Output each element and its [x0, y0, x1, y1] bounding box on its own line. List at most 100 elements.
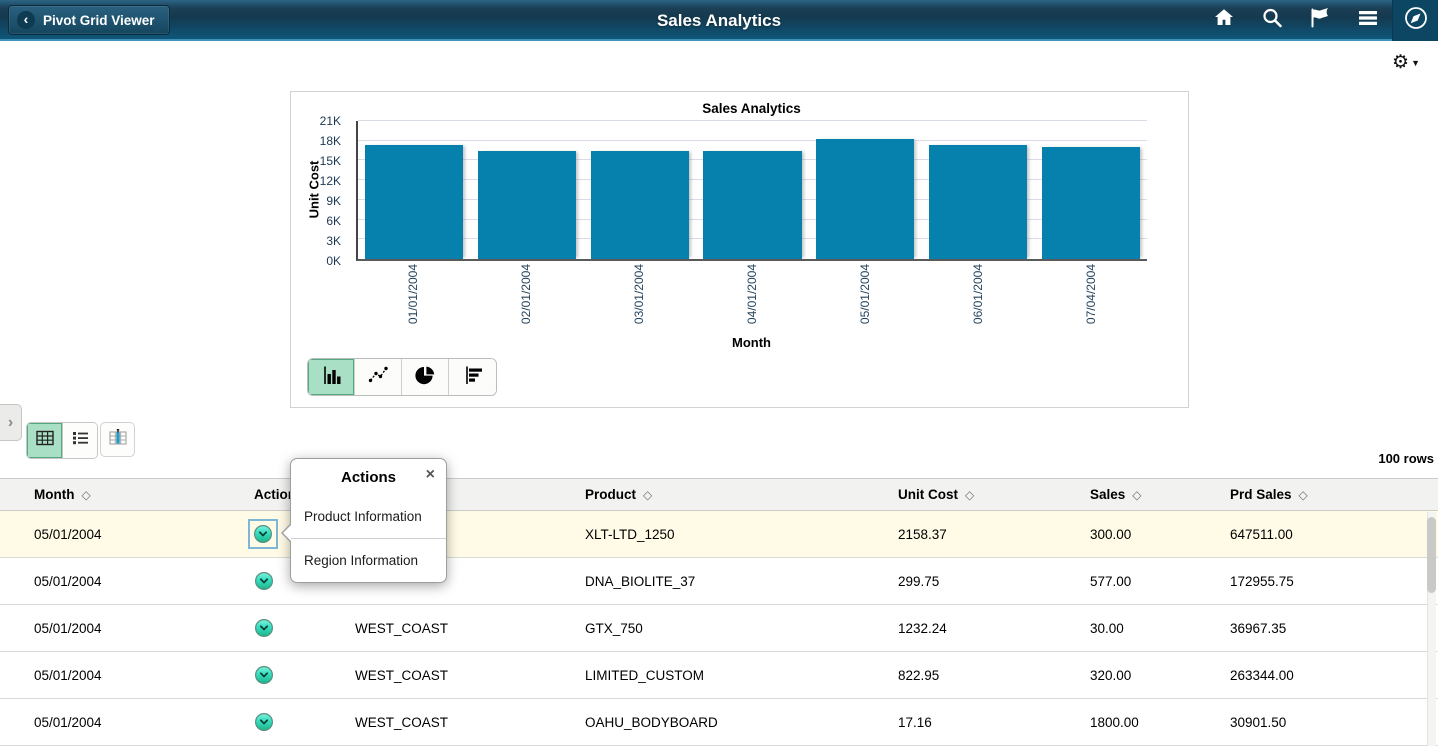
y-tick-label: 3K	[326, 234, 341, 249]
column-header-unit-cost[interactable]: Unit Cost ◇	[898, 487, 1090, 502]
row-actions-button[interactable]	[254, 712, 274, 732]
column-header-month[interactable]: Month ◇	[0, 487, 240, 502]
y-tick-label: 6K	[326, 214, 341, 229]
row-actions-button[interactable]	[253, 524, 273, 544]
x-tick-slot: 07/04/2004	[1034, 264, 1147, 336]
column-header-label: Month	[34, 487, 75, 502]
table-row: 05/01/2004 WEST_COAST LIMITED_CUSTOM 822.95…	[0, 652, 1438, 699]
x-tick-label: 03/01/2004	[631, 264, 646, 325]
sort-icon[interactable]: ◇	[81, 487, 91, 502]
actions-button-focus-ring	[248, 519, 278, 549]
menu-button[interactable]	[1344, 0, 1392, 41]
rows-count-label: 100 rows	[1378, 451, 1434, 466]
flag-icon	[1308, 6, 1332, 35]
product-cell: GTX_750	[585, 620, 643, 636]
navbar-button[interactable]	[1392, 0, 1438, 41]
bar[interactable]	[365, 144, 464, 259]
column-header-prd-sales[interactable]: Prd Sales ◇	[1230, 487, 1438, 502]
x-tick-label: 04/01/2004	[744, 264, 759, 325]
sort-icon[interactable]: ◇	[965, 487, 975, 502]
bar[interactable]	[1041, 146, 1140, 259]
month-cell: 05/01/2004	[34, 714, 102, 730]
bar[interactable]	[703, 150, 802, 259]
x-tick-slot: 03/01/2004	[582, 264, 695, 336]
line-chart-icon	[367, 364, 389, 391]
page-actions-button[interactable]: ⚙ ▼	[1392, 53, 1420, 72]
sort-icon[interactable]: ◇	[1132, 487, 1142, 502]
product-cell: XLT-LTD_1250	[585, 526, 675, 542]
column-header-label: Unit Cost	[898, 487, 958, 502]
bar-slot	[583, 121, 696, 259]
x-tick-slot: 05/01/2004	[808, 264, 921, 336]
vertical-scrollbar-thumb[interactable]	[1427, 517, 1436, 593]
popup-item-product-information[interactable]: Product Information	[304, 509, 422, 524]
actions-popup: Actions × Product Information Region Inf…	[281, 458, 447, 583]
row-actions-button[interactable]	[254, 618, 274, 638]
pivot-chart-button[interactable]	[100, 422, 135, 457]
bar-chart-icon	[320, 364, 342, 391]
sales-cell: 577.00	[1090, 573, 1132, 589]
actions-cell	[240, 618, 340, 638]
row-actions-button[interactable]	[254, 571, 274, 591]
unit-cost-cell: 822.95	[898, 667, 940, 683]
popup-header: Actions ×	[291, 459, 446, 495]
sales-cell: 300.00	[1090, 526, 1132, 542]
back-chevron-icon: ‹	[17, 11, 35, 29]
sales-cell: 320.00	[1090, 667, 1132, 683]
x-tick-label: 05/01/2004	[857, 264, 872, 325]
column-header-sales[interactable]: Sales ◇	[1090, 487, 1230, 502]
home-button[interactable]	[1200, 0, 1248, 41]
column-header-label: Prd Sales	[1230, 487, 1292, 502]
x-tick-label: 01/01/2004	[405, 264, 420, 325]
menu-icon	[1356, 6, 1380, 35]
back-button[interactable]: ‹ Pivot Grid Viewer	[8, 5, 170, 35]
x-tick-slot: 01/01/2004	[356, 264, 469, 336]
list-view-button[interactable]	[62, 423, 97, 458]
bar-chart-type-button[interactable]	[308, 359, 355, 395]
pie-chart-type-button[interactable]	[402, 359, 449, 395]
chart-type-toolbar	[307, 358, 497, 396]
sort-icon[interactable]: ◇	[1298, 487, 1308, 502]
table-row: 05/01/2004 WEST_COAST OAHU_BODYBOARD 17.16 1…	[0, 699, 1438, 746]
prd-sales-cell: 172955.75	[1230, 573, 1294, 589]
search-icon	[1260, 6, 1284, 35]
navbar-compass-icon	[1403, 5, 1429, 36]
flag-button[interactable]	[1296, 0, 1344, 41]
horizontal-bar-chart-icon	[462, 364, 484, 391]
actions-cell	[240, 571, 340, 591]
sort-icon[interactable]: ◇	[643, 487, 653, 502]
pie-chart-icon	[414, 364, 436, 391]
line-chart-type-button[interactable]	[355, 359, 402, 395]
view-toggle-group	[26, 422, 98, 459]
horizontal-bar-chart-type-button[interactable]	[449, 359, 496, 395]
close-icon[interactable]: ×	[425, 466, 435, 483]
bar[interactable]	[478, 150, 577, 259]
region-cell: WEST_COAST	[355, 714, 449, 730]
vertical-scrollbar-track[interactable]	[1427, 512, 1436, 746]
x-axis-title: Month	[732, 335, 771, 350]
bar[interactable]	[816, 139, 915, 259]
gridline	[358, 139, 1147, 141]
bar[interactable]	[590, 151, 689, 259]
product-cell: OAHU_BODYBOARD	[585, 714, 718, 730]
grid-view-button[interactable]	[27, 423, 62, 458]
top-header-bar: ‹ Pivot Grid Viewer Sales Analytics	[0, 0, 1438, 41]
bar-slot	[358, 121, 471, 259]
region-cell: WEST_COAST	[355, 667, 449, 683]
side-panel-expander[interactable]: ›	[0, 404, 22, 441]
popup-item-region-information[interactable]: Region Information	[304, 553, 419, 568]
table-header-row: Month ◇ Actions Product ◇ Unit Cost ◇ Sales ◇ Prd…	[0, 478, 1438, 511]
sales-cell: 1800.00	[1090, 714, 1139, 730]
row-actions-button[interactable]	[254, 665, 274, 685]
table-row: 05/01/2004 DNA_BIOLITE_37 299.75 577.00 1729…	[0, 558, 1438, 605]
x-axis-labels: 01/01/2004 02/01/2004 03/01/2004 04/01/2004…	[356, 264, 1147, 336]
search-button[interactable]	[1248, 0, 1296, 41]
y-tick-label: 9K	[326, 194, 341, 208]
bar[interactable]	[928, 144, 1027, 259]
column-header-label: Sales	[1090, 487, 1126, 502]
y-tick-label: 18K	[319, 134, 341, 148]
column-header-product[interactable]: Product ◇	[585, 487, 898, 502]
home-icon	[1212, 6, 1236, 35]
prd-sales-cell: 36967.35	[1230, 620, 1287, 636]
y-axis-labels: 0K 3K 6K 9K 12K 15K 18K 21K	[291, 114, 349, 268]
